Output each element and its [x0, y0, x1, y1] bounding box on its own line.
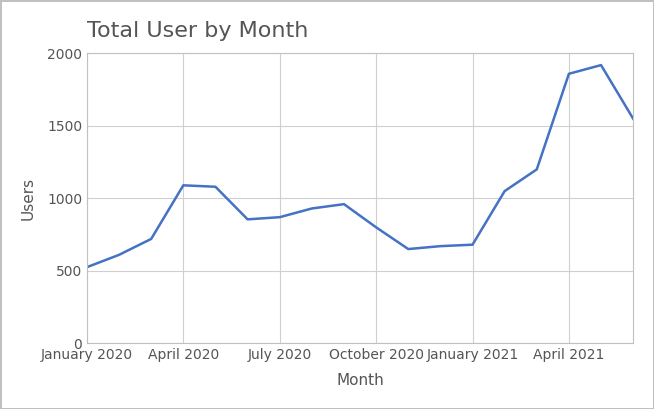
X-axis label: Month: Month [336, 373, 384, 388]
Text: Total User by Month: Total User by Month [87, 21, 308, 41]
Y-axis label: Users: Users [21, 177, 36, 220]
